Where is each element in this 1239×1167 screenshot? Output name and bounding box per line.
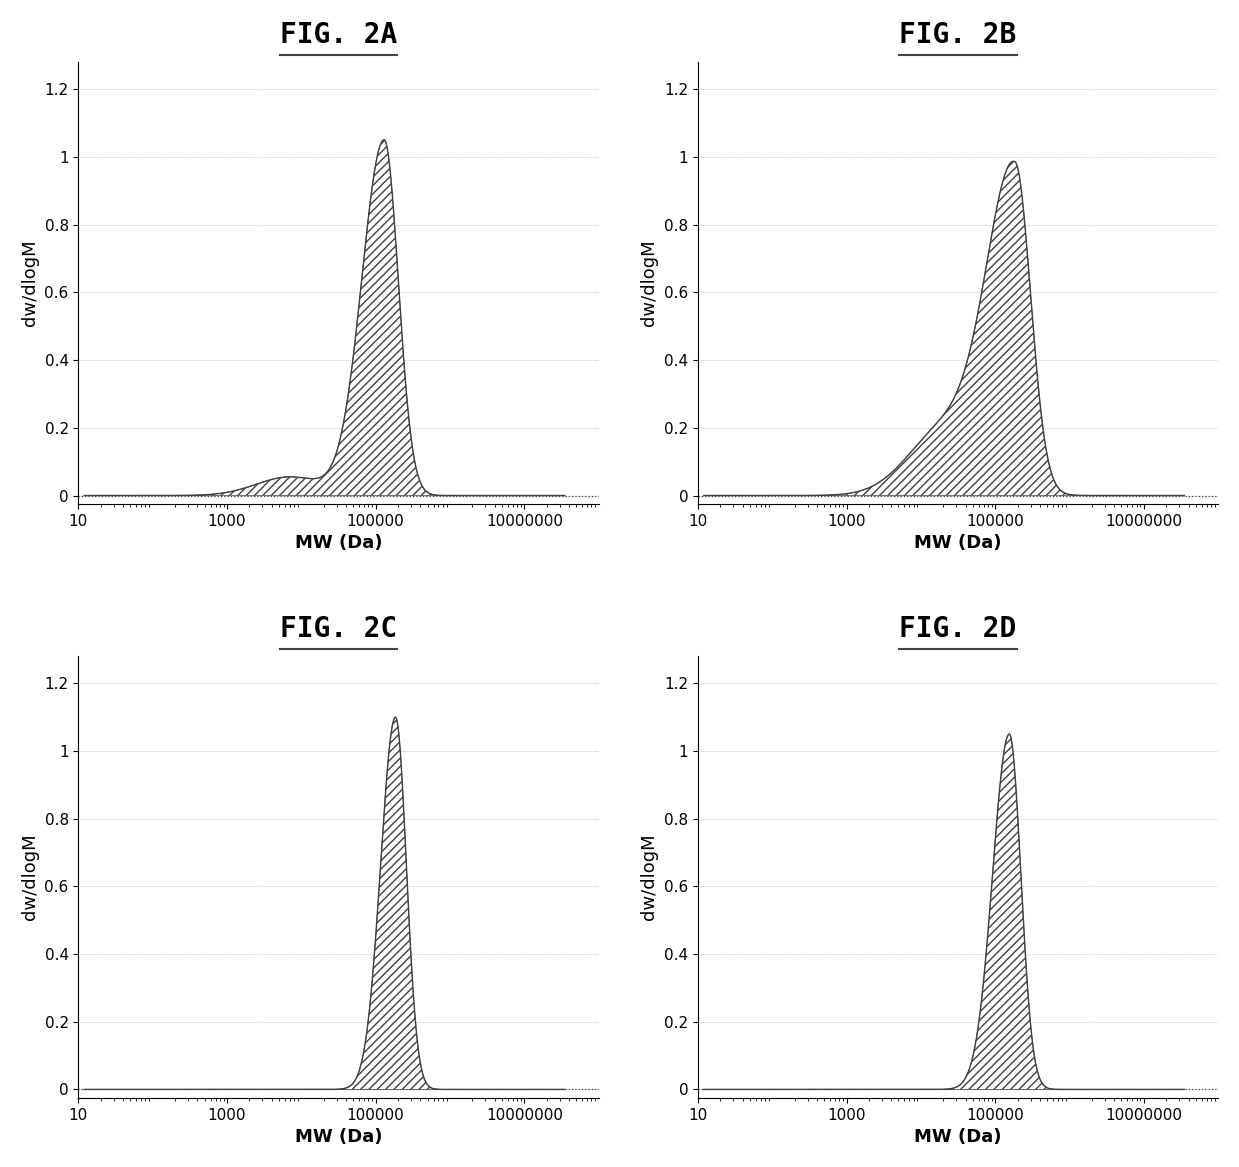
Y-axis label: dw/dlogM: dw/dlogM — [641, 833, 658, 921]
Title: FIG. 2C: FIG. 2C — [280, 615, 398, 643]
Y-axis label: dw/dlogM: dw/dlogM — [21, 833, 38, 921]
X-axis label: MW (Da): MW (Da) — [914, 534, 1002, 552]
X-axis label: MW (Da): MW (Da) — [295, 534, 383, 552]
Y-axis label: dw/dlogM: dw/dlogM — [21, 239, 38, 327]
Title: FIG. 2A: FIG. 2A — [280, 21, 398, 49]
X-axis label: MW (Da): MW (Da) — [914, 1128, 1002, 1146]
Title: FIG. 2B: FIG. 2B — [900, 21, 1017, 49]
Y-axis label: dw/dlogM: dw/dlogM — [641, 239, 658, 327]
Title: FIG. 2D: FIG. 2D — [900, 615, 1017, 643]
X-axis label: MW (Da): MW (Da) — [295, 1128, 383, 1146]
